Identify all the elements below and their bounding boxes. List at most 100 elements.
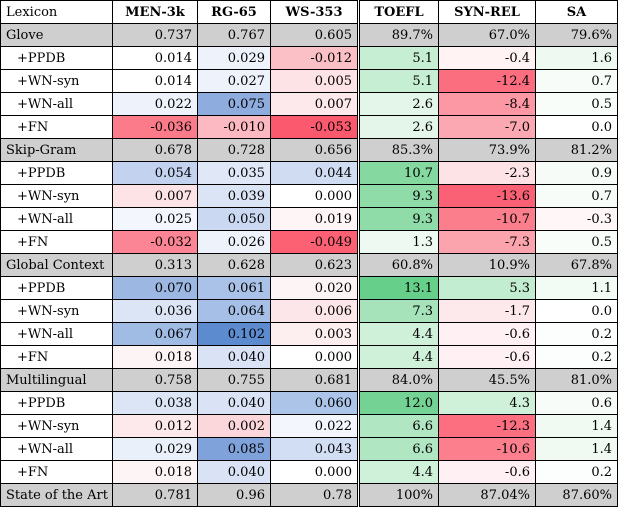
cell-value: 9.3	[357, 184, 439, 208]
cell-value: 4.4	[357, 322, 439, 346]
cell-value: 0.2	[535, 345, 618, 369]
cell-value: -0.049	[270, 230, 359, 254]
row-label: Skip-Gram	[0, 138, 113, 162]
table-row: +WN-syn 0.012 0.002 0.022 6.6 -12.3 1.4	[0, 414, 618, 438]
cell-value: 67.8%	[535, 253, 618, 277]
cell-value: 89.7%	[357, 23, 439, 47]
cell-value: -0.053	[270, 115, 359, 139]
cell-value: -10.7	[438, 207, 536, 231]
header-row: Lexicon MEN-3k RG-65 WS-353 TOEFL SYN-RE…	[0, 0, 618, 24]
cell-value: 0.014	[112, 69, 198, 93]
cell-value: 0.781	[112, 483, 198, 507]
cell-value: 0.007	[270, 92, 359, 116]
cell-value: 0.018	[112, 345, 198, 369]
cell-value: 0.728	[197, 138, 271, 162]
cell-value: 1.3	[357, 230, 439, 254]
cell-value: 0.5	[535, 230, 618, 254]
cell-value: -0.4	[438, 46, 536, 70]
cell-value: 2.6	[357, 92, 439, 116]
cell-value: 5.3	[438, 276, 536, 300]
cell-value: 0.102	[197, 322, 271, 346]
cell-value: 73.9%	[438, 138, 536, 162]
cell-value: -0.6	[438, 322, 536, 346]
row-label: +WN-syn	[0, 184, 113, 208]
cell-value: 6.6	[357, 414, 439, 438]
cell-value: -2.3	[438, 161, 536, 185]
cell-value: 9.3	[357, 207, 439, 231]
row-label: +WN-syn	[0, 414, 113, 438]
row-label: +WN-all	[0, 322, 113, 346]
cell-value: 0.026	[197, 230, 271, 254]
row-label: +WN-syn	[0, 69, 113, 93]
cell-value: 0.019	[270, 207, 359, 231]
cell-value: 0.050	[197, 207, 271, 231]
cell-value: 0.7	[535, 69, 618, 93]
header-men3k: MEN-3k	[112, 0, 198, 24]
header-synrel: SYN-REL	[438, 0, 536, 24]
header-lexicon: Lexicon	[0, 0, 113, 24]
cell-value: 0.085	[197, 437, 271, 461]
cell-value: 0.681	[270, 368, 359, 392]
cell-value: 0.036	[112, 299, 198, 323]
cell-value: -1.7	[438, 299, 536, 323]
cell-value: 0.623	[270, 253, 359, 277]
cell-value: 0.755	[197, 368, 271, 392]
cell-value: 0.064	[197, 299, 271, 323]
cell-value: 0.000	[270, 460, 359, 484]
cell-value: -0.3	[535, 207, 618, 231]
header-rg65: RG-65	[197, 0, 271, 24]
cell-value: 0.0	[535, 299, 618, 323]
group-row: Multilingual 0.758 0.755 0.681 84.0% 45.5% 81.…	[0, 368, 618, 392]
cell-value: 0.038	[112, 391, 198, 415]
row-label: +PPDB	[0, 391, 113, 415]
cell-value: 0.7	[535, 184, 618, 208]
cell-value: 81.0%	[535, 368, 618, 392]
group-row: Glove 0.737 0.767 0.605 89.7% 67.0% 79.6%	[0, 23, 618, 47]
table-row: +WN-syn 0.007 0.039 0.000 9.3 -13.6 0.7	[0, 184, 618, 208]
cell-value: -7.0	[438, 115, 536, 139]
cell-value: 0.040	[197, 345, 271, 369]
row-label: +PPDB	[0, 276, 113, 300]
group-row: Skip-Gram 0.678 0.728 0.656 85.3% 73.9% 81.2%	[0, 138, 618, 162]
cell-value: -13.6	[438, 184, 536, 208]
cell-value: 0.020	[270, 276, 359, 300]
table-row: +FN 0.018 0.040 0.000 4.4 -0.6 0.2	[0, 460, 618, 484]
table-row: +WN-all 0.025 0.050 0.019 9.3 -10.7 -0.3	[0, 207, 618, 231]
cell-value: 0.022	[270, 414, 359, 438]
cell-value: 0.78	[270, 483, 359, 507]
cell-value: 0.2	[535, 322, 618, 346]
cell-value: 10.7	[357, 161, 439, 185]
cell-value: 0.075	[197, 92, 271, 116]
cell-value: 0.029	[112, 437, 198, 461]
cell-value: 81.2%	[535, 138, 618, 162]
cell-value: -0.012	[270, 46, 359, 70]
cell-value: -0.032	[112, 230, 198, 254]
cell-value: 0.656	[270, 138, 359, 162]
cell-value: 60.8%	[357, 253, 439, 277]
table-row: +PPDB 0.014 0.029 -0.012 5.1 -0.4 1.6	[0, 46, 618, 70]
cell-value: 0.035	[197, 161, 271, 185]
cell-value: 0.007	[112, 184, 198, 208]
cell-value: 6.6	[357, 437, 439, 461]
cell-value: 0.000	[270, 345, 359, 369]
cell-value: 7.3	[357, 299, 439, 323]
cell-value: 45.5%	[438, 368, 536, 392]
row-label: +FN	[0, 345, 113, 369]
cell-value: 84.0%	[357, 368, 439, 392]
cell-value: -0.036	[112, 115, 198, 139]
cell-value: 67.0%	[438, 23, 536, 47]
row-label: +WN-all	[0, 207, 113, 231]
cell-value: 1.6	[535, 46, 618, 70]
cell-value: 5.1	[357, 69, 439, 93]
table-row: +WN-all 0.067 0.102 0.003 4.4 -0.6 0.2	[0, 322, 618, 346]
cell-value: 4.3	[438, 391, 536, 415]
table-body: Glove 0.737 0.767 0.605 89.7% 67.0% 79.6% +PPDB…	[0, 23, 618, 507]
cell-value: 4.4	[357, 345, 439, 369]
cell-value: 12.0	[357, 391, 439, 415]
cell-value: -10.6	[438, 437, 536, 461]
cell-value: 0.022	[112, 92, 198, 116]
cell-value: 87.60%	[535, 483, 618, 507]
group-row: Global Context 0.313 0.628 0.623 60.8% 10.9% 6…	[0, 253, 618, 277]
cell-value: 0.737	[112, 23, 198, 47]
